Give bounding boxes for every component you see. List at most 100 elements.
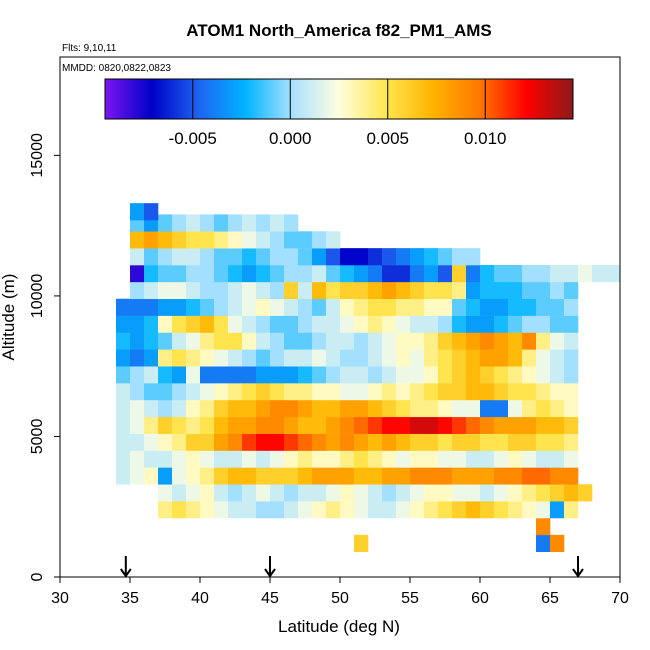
heatmap-cell <box>522 315 537 333</box>
heatmap-cell <box>438 298 453 316</box>
heatmap-cell <box>256 214 271 232</box>
heatmap-cell <box>438 484 453 502</box>
heatmap-cell <box>340 467 355 485</box>
heatmap-cell <box>200 484 215 502</box>
heatmap-cell <box>270 366 285 384</box>
heatmap-cell <box>382 281 397 300</box>
heatmap-cell <box>214 281 229 300</box>
heatmap-cell <box>312 332 327 350</box>
heatmap-cell <box>326 484 341 502</box>
heatmap-cell <box>186 281 201 300</box>
heatmap-cell <box>382 433 397 451</box>
heatmap-cell <box>452 332 467 350</box>
heatmap-cell <box>564 383 579 401</box>
heatmap-cell <box>130 416 145 434</box>
heatmap-cell <box>284 501 299 519</box>
heatmap-cell <box>130 248 145 266</box>
heatmap-cell <box>144 248 159 266</box>
arrows-layer <box>119 556 584 578</box>
heatmap-cell <box>298 281 313 300</box>
heatmap-cell <box>284 265 299 283</box>
heatmap-cell <box>256 484 271 502</box>
heatmap-cell <box>200 501 215 519</box>
y-tick-label: 5000 <box>29 419 46 455</box>
heatmap-cell <box>424 298 439 316</box>
heatmap-cell <box>452 383 467 401</box>
heatmap-cell <box>186 416 201 434</box>
heatmap-cell <box>522 467 537 485</box>
heatmap-cell <box>340 332 355 350</box>
heatmap-cell <box>522 332 537 350</box>
heatmap-cell <box>130 433 145 451</box>
heatmap-cell <box>158 298 173 316</box>
heatmap-cell <box>158 281 173 300</box>
heatmap-cell <box>550 366 565 384</box>
heatmap-cell <box>480 450 495 468</box>
heatmap-cell <box>466 349 481 367</box>
heatmap-cell <box>466 416 481 434</box>
heatmap-cell <box>480 332 495 350</box>
heatmap-cell <box>144 265 159 283</box>
heatmap-cell <box>396 450 411 468</box>
heatmap-cell <box>298 450 313 468</box>
heatmap-cell <box>564 298 579 316</box>
heatmap-cell <box>606 265 621 283</box>
heatmap-cell <box>312 467 327 485</box>
heatmap-cell <box>508 416 523 434</box>
heatmap-cell <box>424 332 439 350</box>
heatmap-cell <box>522 433 537 451</box>
heatmap-cell <box>298 349 313 367</box>
heatmap-cell <box>396 349 411 367</box>
heatmap-cell <box>158 349 173 367</box>
heatmap-cell <box>396 433 411 451</box>
heatmap-cell <box>564 484 579 502</box>
heatmap-cell <box>270 349 285 367</box>
heatmap-cell <box>116 332 131 350</box>
heatmap-cell <box>382 450 397 468</box>
heatmap-cell <box>228 366 243 384</box>
heatmap-cell <box>340 281 355 300</box>
heatmap-cell <box>284 383 299 401</box>
heatmap-cell <box>242 265 257 283</box>
heatmap-cell <box>382 484 397 502</box>
heatmap-cell <box>424 315 439 333</box>
heatmap-cell <box>312 383 327 401</box>
heatmap-cell <box>200 467 215 485</box>
heatmap-cell <box>396 366 411 384</box>
heatmap-cell <box>494 484 509 502</box>
heatmap-cell <box>116 450 131 468</box>
arrow-marker <box>264 556 276 578</box>
heatmap-cell <box>298 484 313 502</box>
heatmap-cell <box>214 467 229 485</box>
heatmap-cell <box>438 467 453 485</box>
heatmap-cell <box>466 315 481 333</box>
heatmap-cell <box>522 298 537 316</box>
heatmap-cell <box>242 467 257 485</box>
heatmap-cell <box>564 501 579 519</box>
heatmap-cell <box>312 416 327 434</box>
heatmap-cell <box>396 399 411 418</box>
heatmap-cell <box>522 281 537 300</box>
heatmap-cell <box>466 484 481 502</box>
heatmap-cell <box>452 281 467 300</box>
heatmap-cell <box>522 383 537 401</box>
heatmap-cell <box>158 332 173 350</box>
heatmap-cell <box>298 501 313 519</box>
heatmap-cell <box>382 399 397 418</box>
arrow-marker <box>572 556 584 578</box>
heatmap-cell <box>410 298 425 316</box>
heatmap-cell <box>256 433 271 451</box>
heatmap-cell <box>326 467 341 485</box>
heatmap-cell <box>340 349 355 367</box>
heatmap-cell <box>158 315 173 333</box>
heatmap-cell <box>326 399 341 418</box>
heatmap-cell <box>298 332 313 350</box>
heatmap-cell <box>382 416 397 434</box>
heatmap-cell <box>564 332 579 350</box>
heatmap-cell <box>396 416 411 434</box>
heatmap-cell <box>550 332 565 350</box>
heatmap-cell <box>200 349 215 367</box>
heatmap-cell <box>242 231 257 249</box>
heatmap-cell <box>326 501 341 519</box>
heatmap-cell <box>116 399 131 418</box>
